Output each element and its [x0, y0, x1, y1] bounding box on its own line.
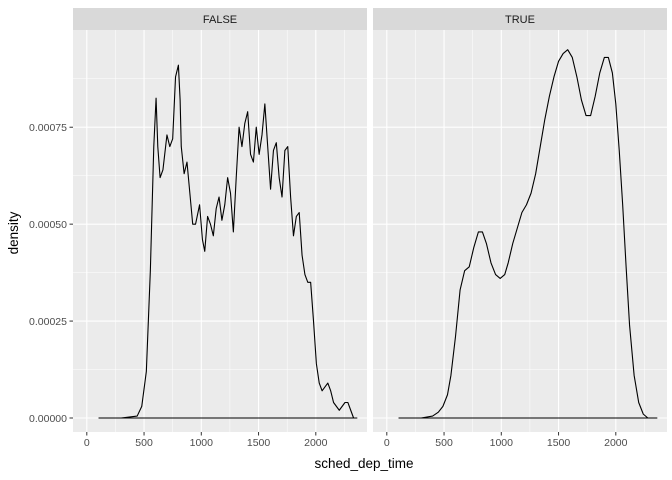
x-axis: 0 500 1000 1500 2000 0 500 1000 1500 2000: [84, 432, 628, 449]
x-tick-label: 1000: [490, 437, 514, 449]
panel-background: [73, 30, 367, 432]
x-tick-label: 1500: [247, 437, 271, 449]
density-curve-false: [98, 64, 358, 419]
y-tick-label: 0.00000: [29, 413, 67, 425]
facet-strip-label: TRUE: [505, 14, 535, 26]
facet-strip-label: FALSE: [203, 14, 237, 26]
x-tick-label: 0: [384, 437, 390, 449]
panel-background: [373, 30, 667, 432]
x-tick-label: 0: [84, 437, 90, 449]
density-curve-true: [398, 49, 658, 419]
y-axis: 0.00000 0.00025 0.00050 0.00075: [29, 122, 73, 425]
facet-strip: [373, 8, 667, 30]
panel-true: TRUE: [373, 8, 667, 432]
x-tick-label: 1000: [190, 437, 214, 449]
x-tick-label: 2000: [304, 437, 328, 449]
y-axis-title: density: [6, 211, 21, 254]
x-tick-label: 500: [435, 437, 453, 449]
y-tick-label: 0.00025: [29, 316, 67, 328]
facet-panels: FALSE TRUE: [73, 8, 667, 432]
x-tick-label: 1500: [547, 437, 571, 449]
y-tick-label: 0.00050: [29, 219, 67, 231]
panel-false: FALSE: [73, 8, 367, 432]
facet-strip: [73, 8, 367, 30]
y-tick-label: 0.00075: [29, 122, 67, 134]
x-tick-label: 500: [135, 437, 153, 449]
x-axis-title: sched_dep_time: [314, 456, 413, 471]
x-tick-label: 2000: [604, 437, 628, 449]
